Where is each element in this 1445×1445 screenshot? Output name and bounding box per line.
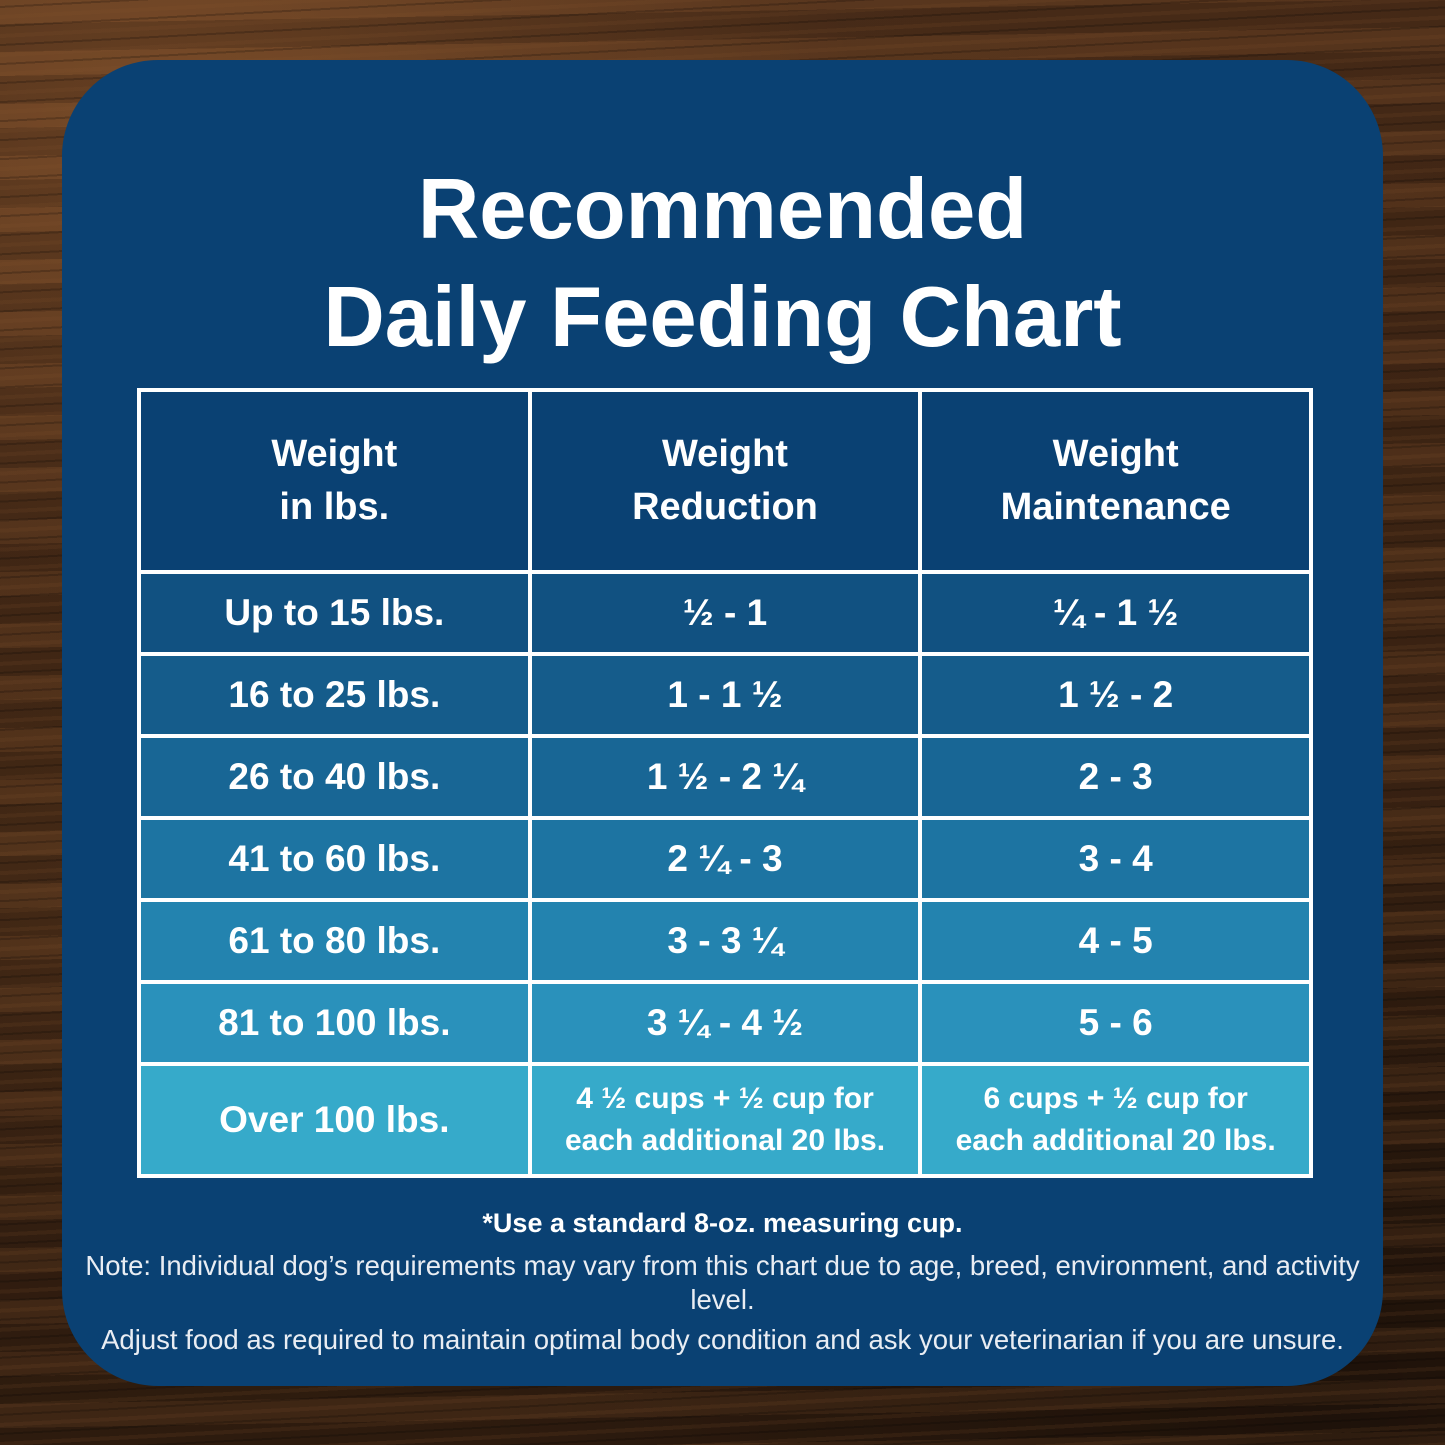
cell-weight-row6: 81 to 100 lbs.: [141, 984, 528, 1062]
cell-reduction-row7: 4 ½ cups + ½ cup for each additional 20 …: [531, 1066, 919, 1174]
cell-reduction-row3: 1 ½ - 2 ¼: [531, 738, 919, 816]
cell-reduction-row4: 2 ¼ - 3: [531, 820, 919, 898]
cell-weight-row1: Up to 15 lbs.: [141, 574, 528, 652]
footnotes: *Use a standard 8-oz. measuring cup. Not…: [62, 1208, 1383, 1364]
cell-maintenance-row7: 6 cups + ½ cup for each additional 20 lb…: [922, 1066, 1309, 1174]
column-header-reduction: Weight Reduction: [531, 392, 919, 570]
cell-reduction-row5: 3 - 3 ¼: [531, 902, 919, 980]
cell-weight-row4: 41 to 60 lbs.: [141, 820, 528, 898]
footnote-note-line2: Adjust food as required to maintain opti…: [101, 1324, 1344, 1356]
cell-weight-row5: 61 to 80 lbs.: [141, 902, 528, 980]
cell-maintenance-row4: 3 - 4: [922, 820, 1309, 898]
cell-weight-row2: 16 to 25 lbs.: [141, 656, 528, 734]
cell-weight-row7: Over 100 lbs.: [141, 1066, 528, 1174]
footnote-measuring-cup: *Use a standard 8-oz. measuring cup.: [482, 1208, 963, 1238]
cell-reduction-row1: ½ - 1: [531, 574, 919, 652]
cell-weight-row3: 26 to 40 lbs.: [141, 738, 528, 816]
feeding-chart-card: Recommended Daily Feeding Chart Weight i…: [62, 60, 1383, 1386]
feeding-table: Weight in lbs. Weight Reduction Weight M…: [137, 388, 1313, 1178]
cell-maintenance-row1: ¼ - 1 ½: [922, 574, 1309, 652]
cell-reduction-row2: 1 - 1 ½: [531, 656, 919, 734]
page-title: Recommended Daily Feeding Chart: [323, 162, 1122, 365]
cell-maintenance-row3: 2 - 3: [922, 738, 1309, 816]
column-header-weight: Weight in lbs.: [141, 392, 528, 570]
cell-maintenance-row5: 4 - 5: [922, 902, 1309, 980]
cell-maintenance-row2: 1 ½ - 2: [922, 656, 1309, 734]
cell-reduction-row6: 3 ¼ - 4 ½: [531, 984, 919, 1062]
column-header-maintenance: Weight Maintenance: [922, 392, 1309, 570]
cell-maintenance-row6: 5 - 6: [922, 984, 1309, 1062]
footnote-note-line1: Note: Individual dog’s requirements may …: [85, 1250, 1360, 1315]
